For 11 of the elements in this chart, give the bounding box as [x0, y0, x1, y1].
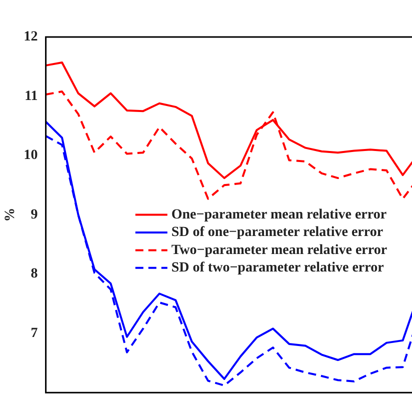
y-tick-label: 10: [24, 148, 38, 164]
legend-label: SD of two−parameter relative error: [171, 260, 384, 276]
legend-label: Two−parameter mean relative error: [171, 242, 388, 258]
legend-label: SD of one−parameter relative error: [171, 225, 384, 240]
legend-label: One−parameter mean relative error: [171, 207, 387, 222]
y-tick-label: 11: [24, 88, 38, 104]
y-tick-label: 12: [24, 30, 38, 45]
y-tick-label: 7: [30, 326, 38, 341]
y-tick-label: 9: [30, 207, 38, 222]
y-tick-label: 8: [30, 266, 38, 282]
y-axis-title: %: [3, 208, 18, 222]
